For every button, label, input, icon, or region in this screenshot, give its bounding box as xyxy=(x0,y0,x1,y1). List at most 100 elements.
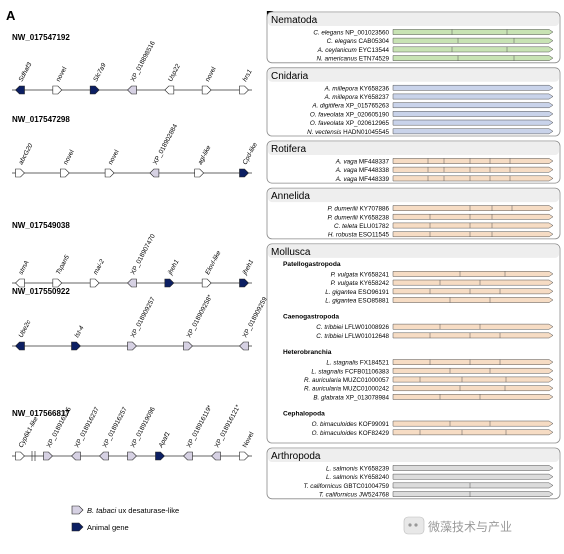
gene-xp-018916237-icon xyxy=(71,451,81,461)
sequence-row: R. auricularia MUZC01000242 xyxy=(304,385,554,393)
sequence-label: P. vulgata KY658241 xyxy=(331,271,390,278)
sequence-row: O. faveolata XP_020605190 xyxy=(310,111,554,118)
sequence-row: L. stagnalis FCFB01106383 xyxy=(311,367,554,375)
gene-xp-018909257-icon xyxy=(127,341,137,351)
gene-structure-bar xyxy=(392,394,554,400)
gene-label: Cpd-like xyxy=(242,141,260,166)
gene-agl-like-icon xyxy=(194,168,205,178)
sequence-label: P. dumerilii KY707886 xyxy=(327,206,389,213)
sequence-label: A. vaga MF448338 xyxy=(335,167,390,174)
gene-structure-bar xyxy=(392,213,554,220)
gene-label: abcG20 xyxy=(18,142,35,166)
gene-novel-icon xyxy=(104,168,115,178)
sequence-row: L. salmonis KY658239 xyxy=(326,465,554,473)
gene-label: jheh1 xyxy=(241,258,255,277)
gene-label: Tspan5 xyxy=(55,254,71,276)
sequence-row: L. gigantea ESO85881 xyxy=(325,297,554,305)
legend: B. tabaci ux desaturase-like Animal gene xyxy=(71,505,179,532)
gene-structure-bar xyxy=(392,37,554,44)
gene-structure-bar xyxy=(392,429,554,436)
sequence-row: R. auricularia MUZC01000057 xyxy=(304,376,554,384)
sequence-label: C. tribbiei LFLW01012648 xyxy=(316,333,389,340)
sequence-row: O. bimaculoides KOF99091 xyxy=(312,420,554,428)
gene-xp-018916235-icon xyxy=(43,451,53,461)
gene-label: stmA xyxy=(18,260,31,276)
sequence-row: O. bimaculoides KOF82429 xyxy=(312,429,554,437)
gene-xp-018909259-icon xyxy=(239,341,249,351)
group-cnidaria: Cnidaria A. millepora KY658236 A. millepor… xyxy=(266,67,561,137)
group-mollusca: Mollusca Patellogastropoda P. vulgata KY65… xyxy=(266,243,561,444)
sequence-row: A. vaga MF448339 xyxy=(335,175,554,183)
contig-id: NW_017549038 xyxy=(12,221,70,230)
gene-mai-2-icon xyxy=(89,278,100,288)
legend-animal-icon xyxy=(71,522,84,532)
gene-hrs1-icon xyxy=(239,85,249,95)
gene-usp22-icon xyxy=(164,85,175,95)
sequence-label: R. auricularia MUZC01000057 xyxy=(304,377,390,384)
gene-jheh1-icon xyxy=(164,278,175,288)
gene-label: Elovl-like xyxy=(204,249,223,276)
sequence-label: C. elegans NP_001023560 xyxy=(313,30,389,37)
gene-jheh1-icon xyxy=(239,278,249,288)
gene-xp-018916119-icon xyxy=(183,451,193,461)
gene-structure-bar xyxy=(392,158,554,164)
group-box xyxy=(266,67,561,137)
sequence-row: A. vaga MF448338 xyxy=(335,166,554,174)
gene-structure-bar xyxy=(392,166,554,173)
gene-label: XP_018916121* xyxy=(214,403,243,449)
gene-xp-018902884-icon xyxy=(149,168,160,178)
gene-structure-bar xyxy=(392,55,554,61)
sequence-row: L. salmonis KY658240 xyxy=(326,473,554,481)
gene-label: jheh1 xyxy=(166,258,180,277)
gene-label: novel xyxy=(204,65,218,82)
gene-structure-bar xyxy=(392,332,554,339)
sequence-label: C. teleta ELU01782 xyxy=(334,223,389,230)
gene-xp-018898516-icon xyxy=(127,85,137,95)
gene-structure-bar xyxy=(392,128,554,135)
gene-slc7a9-icon xyxy=(89,85,100,95)
sequence-label: A. digitifera XP_015765263 xyxy=(311,103,389,110)
sequence-label: A. vaga MF448339 xyxy=(335,176,390,183)
gene-structure-bar xyxy=(392,205,554,211)
gene-xp-018909258-icon xyxy=(183,341,193,351)
group-title: Arthropoda xyxy=(271,451,321,462)
gene-structure-bar xyxy=(392,175,554,182)
watermark: 微藻技术与产业 xyxy=(403,516,512,535)
group-title: Cnidaria xyxy=(271,71,309,82)
gene-label: Usp22 xyxy=(167,63,182,83)
sequence-label: N. vectensis HADN01045545 xyxy=(307,129,389,136)
gene-label: hrs1 xyxy=(242,68,254,83)
gene-label: novel xyxy=(55,65,69,82)
sequence-row: A. millepora KY658236 xyxy=(324,84,554,92)
gene-novel-icon xyxy=(59,168,70,178)
sequence-label: R. auricularia MUZC01000242 xyxy=(304,386,390,393)
sequence-row: C. tribbiei LFLW01008926 xyxy=(316,323,554,331)
gene-label: XP_018916237 xyxy=(74,406,101,449)
gene-structure-bar xyxy=(392,222,554,229)
gene-label: XP_018909257 xyxy=(130,296,157,339)
sequence-row: O. faveolata XP_020612965 xyxy=(310,119,554,127)
gene-lst-4-icon xyxy=(71,341,81,351)
gene-structure-bar xyxy=(392,271,554,277)
gene-label: Cyp6k1-like xyxy=(18,415,40,449)
sequence-row: A. millepora KY658237 xyxy=(324,93,554,101)
gene-structure-bar xyxy=(392,46,554,53)
sequence-label: P. vulgata KY658242 xyxy=(331,280,390,287)
gene-xp-018919096-icon xyxy=(127,451,137,461)
gene-structure-bar xyxy=(392,288,554,295)
sequence-label: L. gigantea ESO96191 xyxy=(325,289,389,296)
sequence-row: C. tribbiei LFLW01012648 xyxy=(316,332,554,340)
gene-label: XP_018909258* xyxy=(186,293,215,339)
gene-structure-bar xyxy=(392,385,554,392)
sequence-label: T. californicus GBTC01004759 xyxy=(303,483,389,490)
contig-id: NW_017547298 xyxy=(12,115,70,124)
contig-nw-017547298: NW_017547298 abcG20 novel novel XP_018902884… xyxy=(12,115,260,178)
gene-label: XP_018902884 xyxy=(152,123,179,166)
subgroup-title: Cephalopoda xyxy=(283,411,325,418)
gene-label: lst-4 xyxy=(74,324,86,338)
gene-label: mai-2 xyxy=(92,258,106,276)
